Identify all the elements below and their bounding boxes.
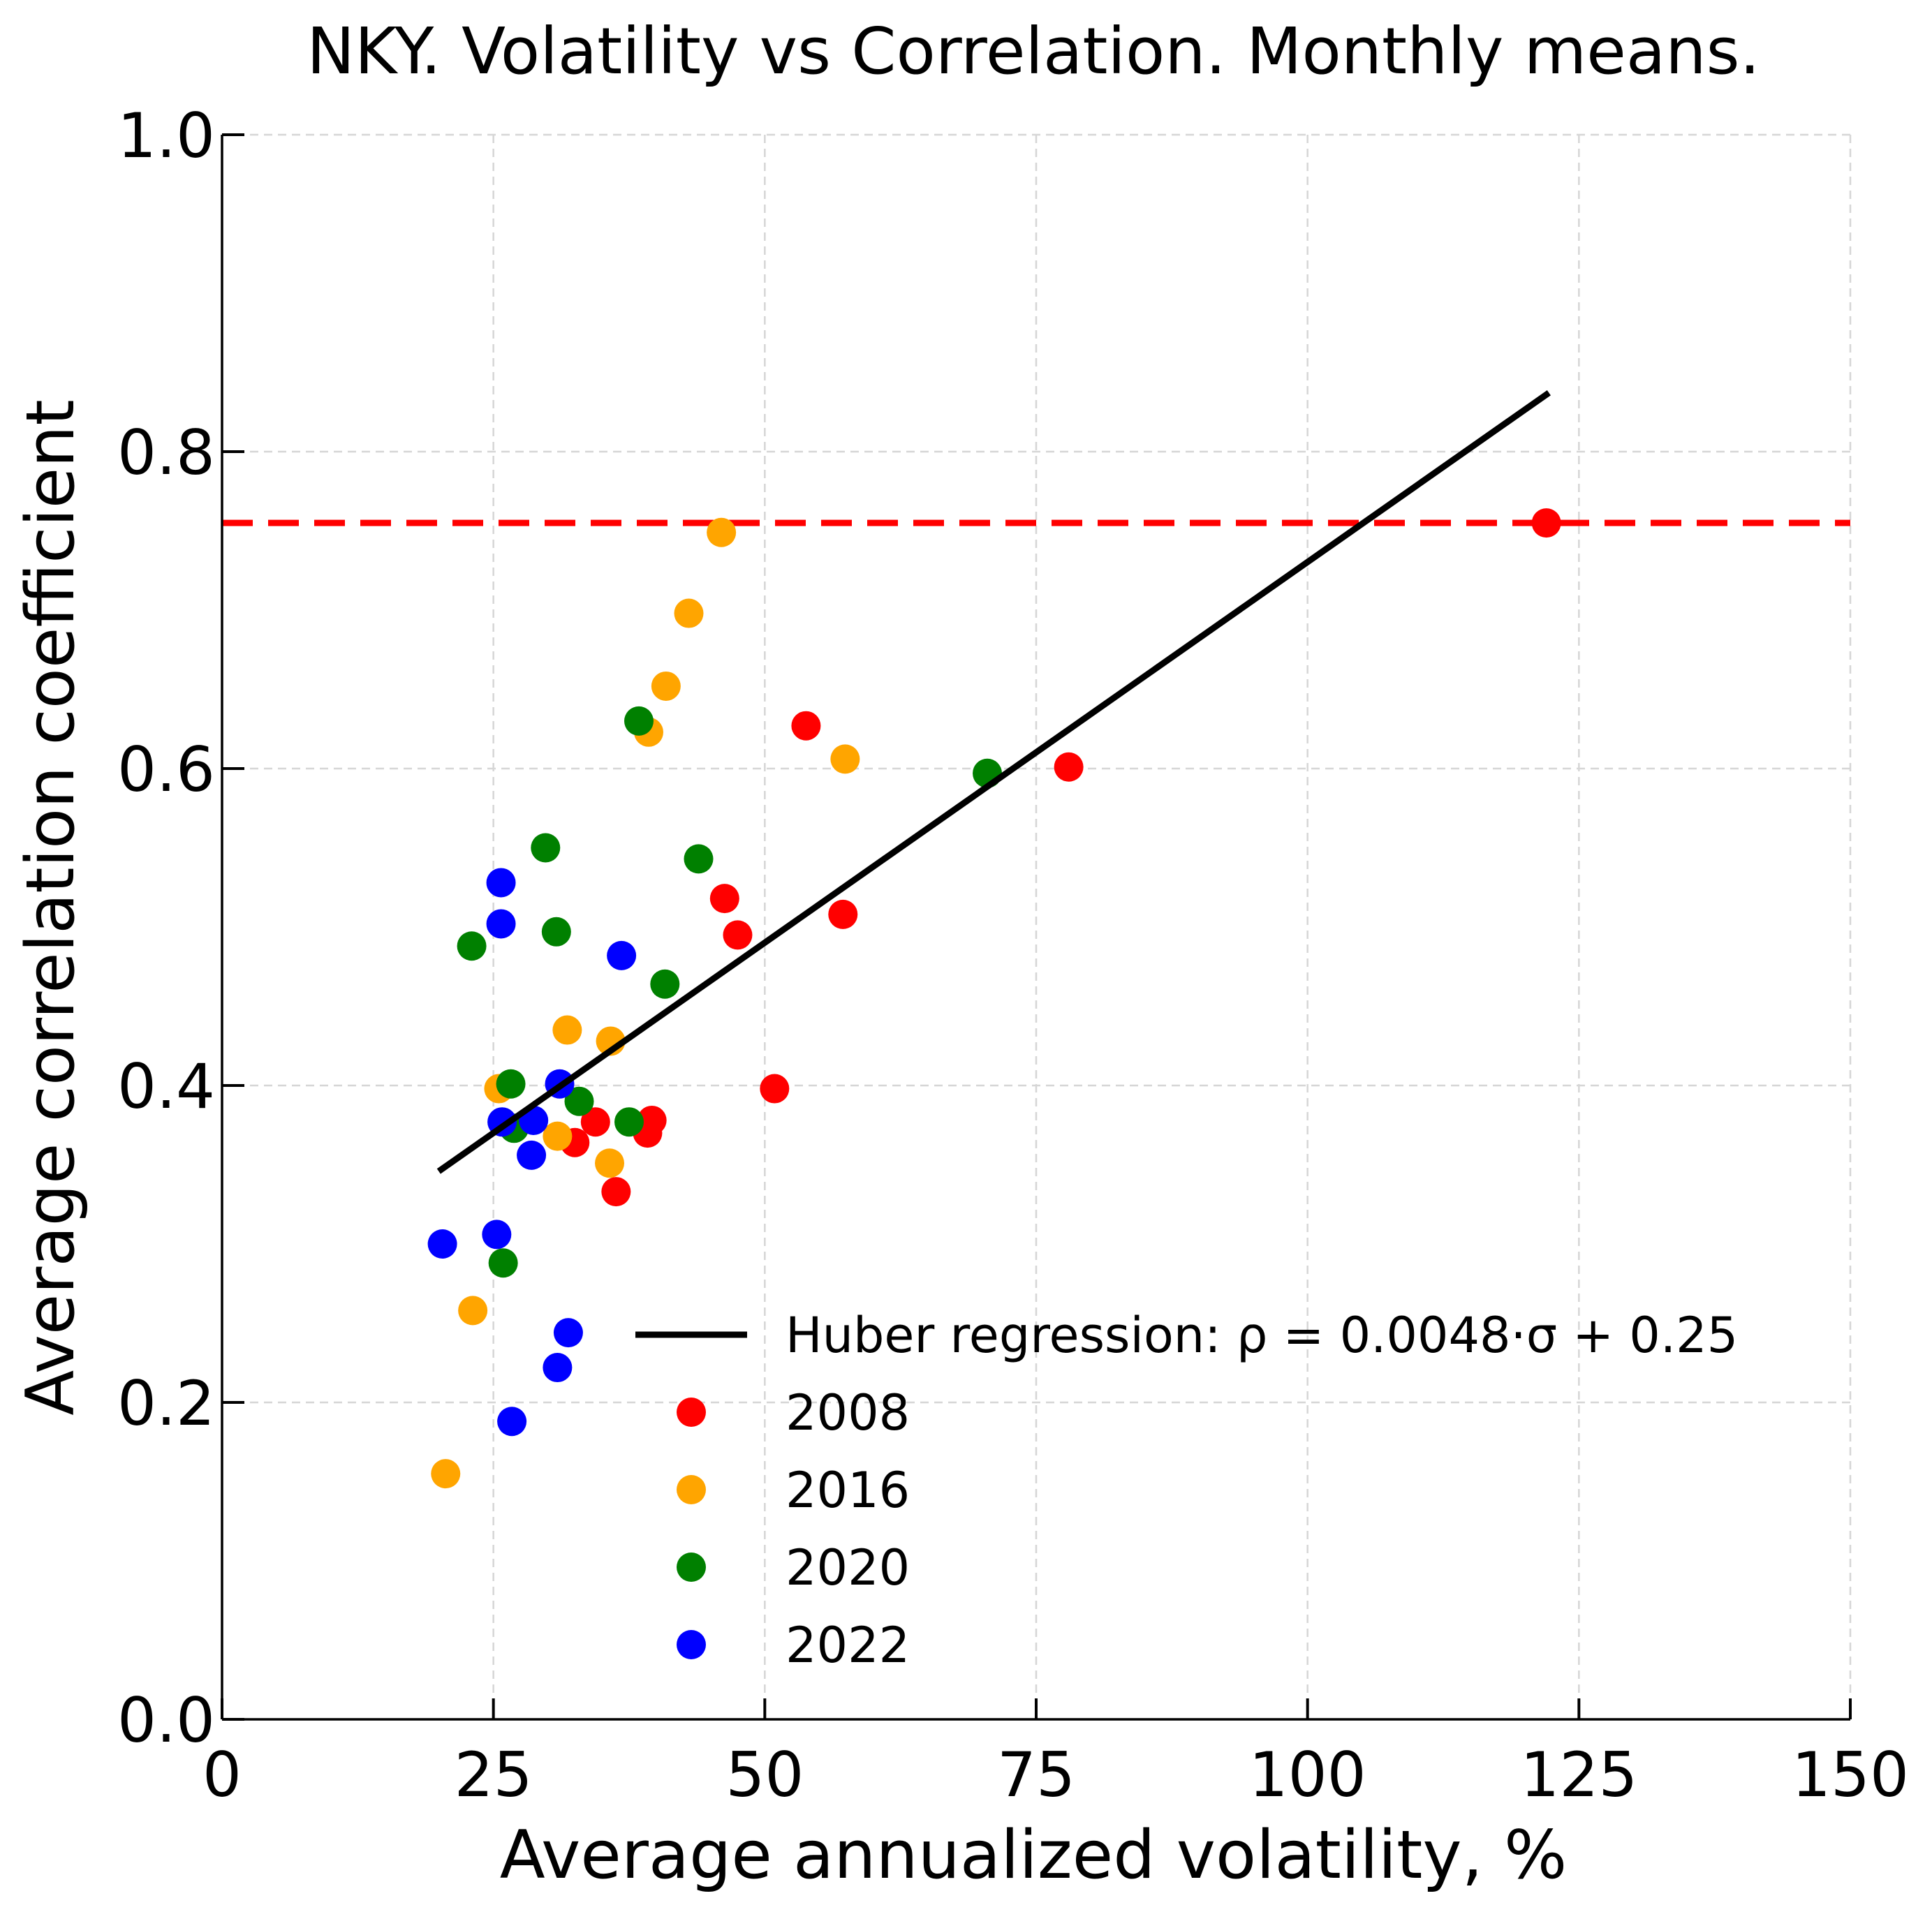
x-tick-label: 125 xyxy=(1520,1739,1637,1811)
data-point-2022 xyxy=(482,1220,512,1250)
data-point-2016 xyxy=(431,1459,461,1489)
legend-swatch-2020 xyxy=(677,1552,706,1582)
data-point-2016 xyxy=(674,598,704,628)
data-point-2020 xyxy=(564,1086,594,1116)
data-point-2022 xyxy=(427,1229,457,1259)
y-axis-label: Average correlation coefficient xyxy=(13,399,89,1415)
data-point-2020 xyxy=(684,844,714,874)
chart-title: NKY. Volatility vs Correlation. Monthly … xyxy=(307,14,1760,89)
regression-line xyxy=(436,390,1551,1174)
x-tick-label: 25 xyxy=(455,1739,533,1811)
data-point-2008 xyxy=(791,711,821,741)
data-point-2008 xyxy=(723,920,753,950)
y-tick-label: 0.4 xyxy=(117,1051,215,1122)
data-points xyxy=(427,508,1561,1489)
regression-layer xyxy=(436,390,1551,1174)
x-tick-label: 50 xyxy=(725,1739,804,1811)
data-point-2022 xyxy=(553,1318,583,1348)
axes: 0 25 50 75 100 125 150 0.0 0.2 0.4 0.6 0.8 1.0 xyxy=(117,100,1909,1811)
legend-label-2016: 2016 xyxy=(786,1462,910,1519)
data-point-2020 xyxy=(541,917,571,947)
data-point-2008 xyxy=(580,1107,610,1137)
data-point-2020 xyxy=(650,969,680,999)
data-point-2016 xyxy=(552,1015,582,1045)
y-tick-label: 0.8 xyxy=(117,417,215,489)
data-point-2016 xyxy=(595,1148,625,1178)
data-point-2016 xyxy=(830,744,860,774)
data-point-2008 xyxy=(828,899,858,929)
data-point-2022 xyxy=(607,940,637,970)
x-tick-label: 150 xyxy=(1792,1739,1909,1811)
data-point-2022 xyxy=(497,1407,527,1437)
y-tick-label: 0.2 xyxy=(117,1368,215,1439)
data-point-2008 xyxy=(760,1074,790,1104)
legend-swatch-2008 xyxy=(677,1398,706,1427)
data-point-2020 xyxy=(488,1248,518,1278)
data-point-2008 xyxy=(1054,752,1084,782)
data-point-2016 xyxy=(458,1296,488,1326)
data-point-2008 xyxy=(709,884,739,914)
y-tick-label: 0.0 xyxy=(117,1684,215,1756)
legend-label-2008: 2008 xyxy=(786,1384,910,1442)
data-point-2016 xyxy=(651,671,681,701)
legend-label-2022: 2022 xyxy=(786,1617,910,1674)
data-point-2022 xyxy=(543,1353,573,1383)
data-point-2020 xyxy=(614,1107,644,1137)
data-point-2016 xyxy=(543,1121,573,1151)
x-tick-label: 100 xyxy=(1249,1739,1366,1811)
y-tick-label: 0.6 xyxy=(117,734,215,806)
x-tick-label: 75 xyxy=(997,1739,1075,1811)
legend-swatch-2022 xyxy=(677,1630,706,1659)
legend-label-2020: 2020 xyxy=(786,1539,910,1596)
data-point-2016 xyxy=(707,517,737,547)
data-point-2022 xyxy=(486,909,516,939)
data-point-2008 xyxy=(601,1177,631,1207)
data-point-2020 xyxy=(531,833,561,863)
legend: Huber regression: ρ = 0.0048·σ + 0.25 200… xyxy=(635,1307,1738,1674)
data-point-2022 xyxy=(486,868,516,898)
legend-regression-label: Huber regression: ρ = 0.0048·σ + 0.25 xyxy=(786,1307,1738,1364)
data-point-2020 xyxy=(457,931,487,961)
data-point-2020 xyxy=(624,706,654,736)
y-tick-label: 1.0 xyxy=(117,100,215,172)
data-point-2008 xyxy=(1531,508,1561,538)
x-axis-label: Average annualized volatility, % xyxy=(500,1817,1568,1894)
legend-swatch-2016 xyxy=(677,1475,706,1504)
data-point-2020 xyxy=(496,1069,526,1099)
x-tick-label: 0 xyxy=(202,1739,242,1811)
data-point-2022 xyxy=(517,1140,547,1170)
